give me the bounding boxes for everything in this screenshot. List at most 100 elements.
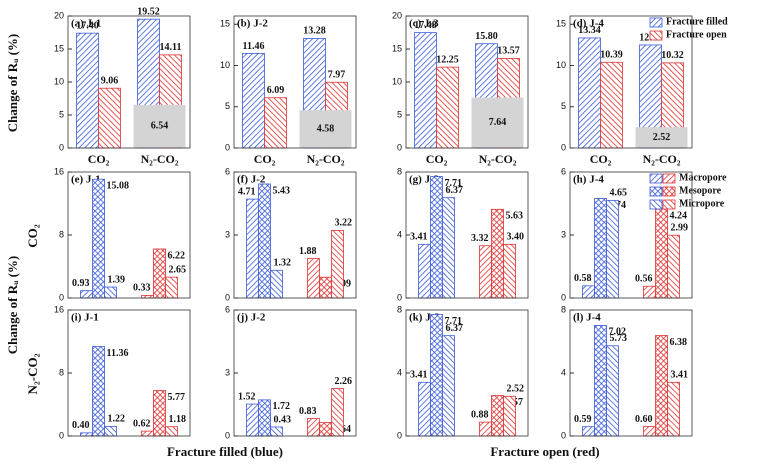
value-label: 1.32 — [274, 258, 292, 269]
value-label: 13.34 — [578, 25, 601, 36]
bar — [331, 229, 344, 299]
panel-title: (a) J-1 — [71, 18, 101, 30]
bar — [479, 421, 492, 437]
value-label: 4.24 — [670, 210, 688, 221]
bar — [307, 418, 320, 437]
y-tick-label: 0 — [225, 292, 230, 302]
bar — [582, 426, 595, 437]
bar — [655, 208, 668, 299]
panel-title: (h) J-4 — [573, 174, 604, 186]
y-tick-label: 15 — [556, 19, 566, 29]
x-tick-label: CO₂ — [590, 152, 612, 166]
value-label: 1.18 — [169, 414, 187, 425]
panel-title: (c) J-3 — [409, 18, 439, 30]
plot-frame — [405, 15, 529, 149]
plot-frame — [569, 15, 693, 149]
x-axis-label: Fracture filled (blue) — [167, 444, 283, 459]
bar — [418, 381, 431, 437]
y-tick-label: 3 — [225, 367, 230, 377]
legend-label: Fracture filled — [666, 16, 728, 27]
bar — [264, 97, 287, 149]
bar — [331, 388, 344, 437]
value-label: 1.88 — [299, 246, 317, 257]
value-label: 6.37 — [446, 185, 464, 196]
y-tick-label: 0 — [561, 142, 566, 152]
y-tick-label: 5 — [59, 109, 64, 119]
bar — [606, 345, 619, 437]
value-label: 15.80 — [475, 31, 498, 42]
value-label: 17.48 — [414, 20, 437, 31]
plot-frame — [569, 309, 693, 437]
bar — [582, 285, 595, 299]
panel-title: (f) J-2 — [237, 174, 266, 186]
bar — [153, 390, 166, 437]
legend-swatch — [649, 199, 663, 210]
value-label: 0.62 — [133, 418, 151, 429]
bar — [104, 286, 117, 299]
y-axis-label: Change of Rᵤ (%) — [5, 256, 20, 354]
legend-swatch — [649, 173, 663, 184]
shaded-label: 2.52 — [653, 132, 671, 143]
y-tick-label: 0 — [561, 292, 566, 302]
y-tick-label: 0 — [225, 142, 230, 152]
bar — [319, 422, 332, 437]
y-tick-label: 10 — [392, 76, 402, 86]
value-label: 2.26 — [335, 376, 353, 387]
x-tick-label: CO₂ — [426, 152, 448, 166]
legend-swatch — [662, 173, 676, 184]
bar — [246, 198, 259, 299]
bar — [606, 199, 619, 299]
y-tick-label: 5 — [561, 101, 566, 111]
x-tick-label: N₂-CO₂ — [307, 152, 345, 166]
bar — [643, 426, 656, 437]
bar — [600, 61, 623, 149]
bar — [667, 381, 680, 437]
legend-swatch — [649, 17, 663, 28]
bar — [503, 395, 516, 437]
value-label: 0.60 — [635, 414, 653, 425]
panel-title: (j) J-2 — [237, 312, 266, 324]
y-tick-label: 10 — [54, 76, 64, 86]
bar — [76, 32, 99, 149]
y-tick-label: 4 — [397, 367, 402, 377]
value-label: 0.33 — [133, 283, 151, 294]
bar — [92, 346, 105, 437]
value-label: 1.39 — [108, 274, 126, 285]
legend-label: Mesopore — [679, 185, 722, 196]
bar — [80, 432, 93, 437]
x-tick-label: N₂-CO₂ — [479, 152, 517, 166]
row-label: CO₂ — [25, 224, 40, 248]
y-tick-label: 0 — [59, 430, 64, 440]
bar — [258, 183, 271, 299]
y-tick-label: 15 — [392, 43, 402, 53]
row-label: N₂-CO₂ — [25, 353, 40, 394]
shaded-label: 7.64 — [489, 117, 507, 128]
y-tick-label: 0 — [397, 142, 402, 152]
value-label: 7.71 — [445, 316, 463, 327]
y-tick-label: 5 — [225, 101, 230, 111]
value-label: 5.77 — [168, 392, 186, 403]
shaded-region — [471, 97, 524, 148]
value-label: 19.52 — [137, 6, 160, 17]
bar — [442, 197, 455, 299]
value-label: 5.63 — [506, 211, 524, 222]
value-label: 7.02 — [609, 327, 627, 338]
plot-frame — [67, 309, 191, 437]
x-tick-label: N₂-CO₂ — [643, 152, 681, 166]
value-label: 11.46 — [243, 41, 265, 52]
panel-title: (b) J-2 — [237, 18, 268, 30]
y-tick-label: 0 — [397, 292, 402, 302]
value-label: 6.37 — [446, 323, 464, 334]
value-label: 3.22 — [335, 218, 353, 229]
plot-frame — [233, 171, 357, 299]
value-label: 1.72 — [273, 401, 291, 412]
value-label: 1.52 — [238, 391, 256, 402]
y-tick-label: 8 — [397, 166, 402, 176]
x-tick-label: CO₂ — [88, 152, 110, 166]
y-axis-label: Change of Rᵤ (%) — [5, 34, 20, 132]
value-label: 6.38 — [670, 337, 688, 348]
shaded-region — [299, 110, 352, 148]
y-tick-label: 5 — [397, 109, 402, 119]
value-label: 11.36 — [107, 348, 129, 359]
